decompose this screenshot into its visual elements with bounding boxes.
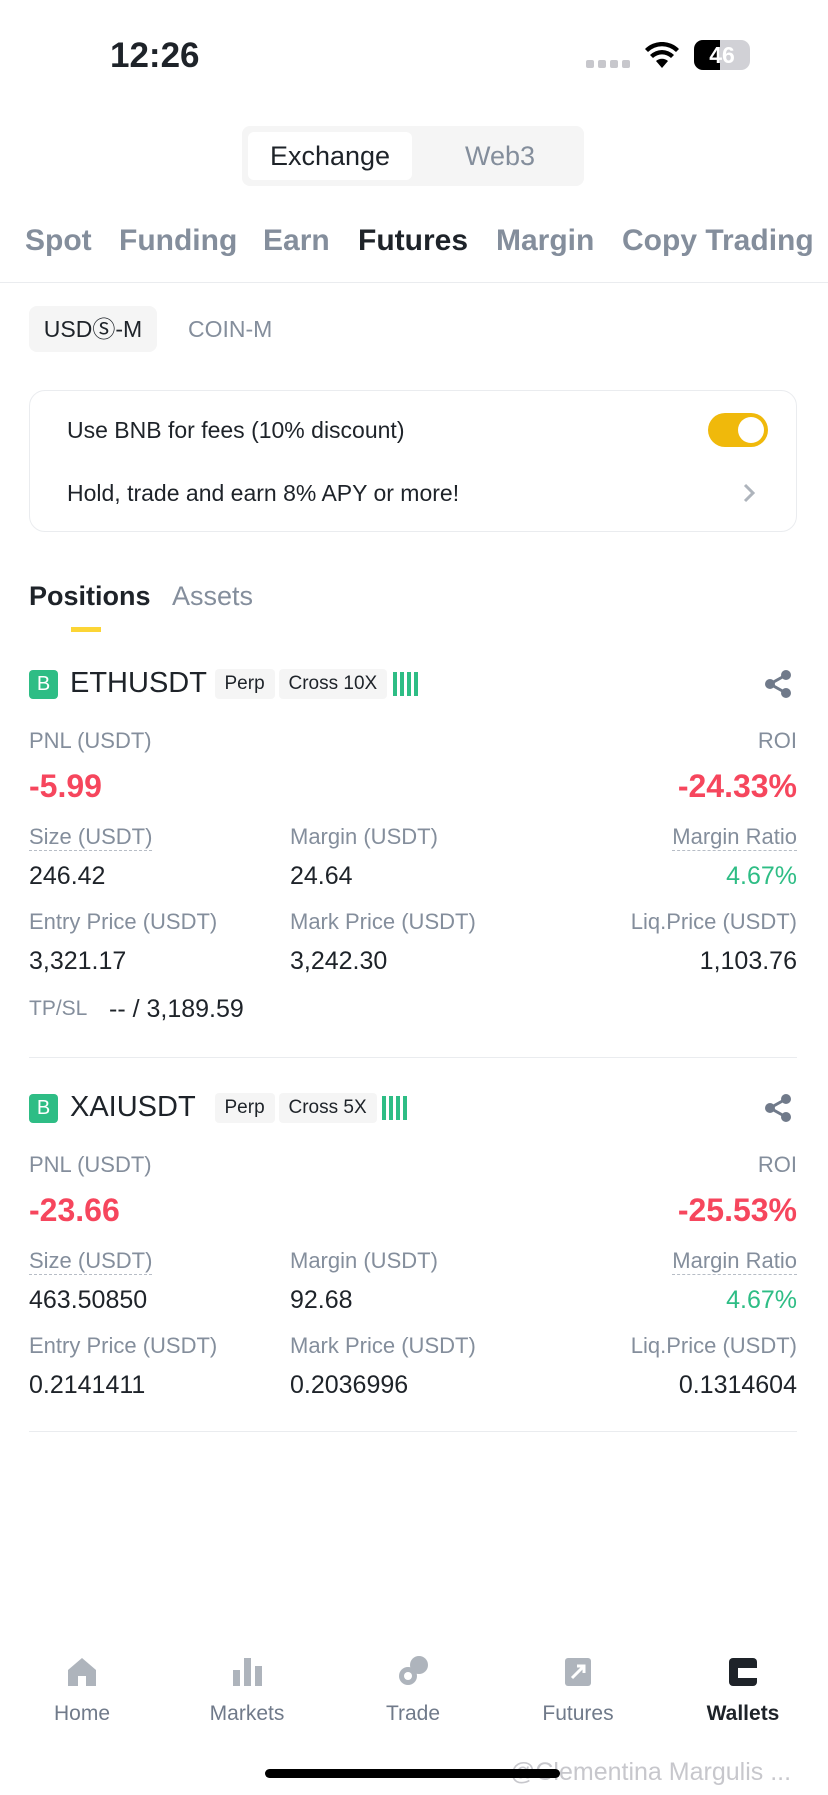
tag: Cross 10X [278,669,388,699]
field-label: Margin (USDT) [290,1248,438,1273]
chevron [742,482,756,508]
field-value: 0.1314604 [678,1371,797,1399]
side-badge: B [29,670,58,699]
field-label: Liq.Price (USDT) [630,1333,797,1358]
field-value: 1,103.76 [699,947,797,975]
roi-value: -25.53% [677,1192,797,1228]
field-label: Margin (USDT) [290,824,438,849]
field-label: Size (USDT) [29,824,153,851]
signal-icon [586,58,630,74]
roi-label: ROI [757,728,797,753]
sub-tab[interactable]: COIN-M [188,316,273,342]
toggle-item[interactable]: Web3 [464,141,536,171]
bnb-fee-label: Use BNB for fees (10% discount) [67,417,405,443]
side-badge: B [29,1094,58,1123]
nav-label[interactable]: Markets [209,1702,285,1725]
field-label: Margin Ratio [672,824,797,851]
field-value: 463.50850 [29,1286,148,1314]
wallet-tab[interactable]: Margin [496,224,595,257]
divider [29,1057,797,1058]
divider [29,1431,797,1432]
sub-tab-active[interactable] [29,306,157,352]
bnb-card [29,390,797,532]
share-icon[interactable] [763,1093,793,1127]
toggle-item[interactable]: Exchange [269,141,391,171]
nav-icon[interactable] [561,1654,595,1692]
wallet-tab[interactable]: Copy Trading [622,224,814,257]
field-value: 92.68 [290,1286,353,1314]
nav-icon[interactable] [230,1654,264,1692]
wallet-tab[interactable]: Funding [119,224,238,257]
bnb-promo[interactable]: Hold, trade and earn 8% APY or more! [67,480,460,506]
adl-indicator [381,1096,408,1124]
share-icon[interactable] [763,669,793,703]
wifi-icon [644,41,680,74]
wallet-tab[interactable]: Earn [263,224,330,257]
nav-label[interactable]: Home [53,1702,111,1725]
field-value: 0.2141411 [29,1371,146,1399]
symbol[interactable]: XAIUSDT [70,1091,196,1123]
roi-label: ROI [757,1152,797,1177]
field-label: Mark Price (USDT) [290,909,476,934]
symbol[interactable]: ETHUSDT [70,667,207,699]
section-tab[interactable]: Positions [29,581,151,611]
field-value: 0.2036996 [290,1371,409,1399]
field-label: Liq.Price (USDT) [630,909,797,934]
sub-tab[interactable]: USDⓈ-M [43,316,143,342]
nav-icon[interactable] [726,1654,760,1692]
pnl-label: PNL (USDT) [29,1152,152,1177]
nav-icon[interactable] [396,1654,430,1692]
tag: Perp [214,1093,275,1123]
nav-label[interactable]: Trade [385,1702,441,1725]
tag: Cross 5X [278,1093,377,1123]
status-time: 12:26 [110,36,200,75]
nav-label[interactable]: Futures [542,1702,614,1725]
field-label: Entry Price (USDT) [29,909,218,934]
field-label: Size (USDT) [29,1248,153,1275]
field-label: Margin Ratio [672,1248,797,1275]
section-tab[interactable]: Assets [172,581,254,611]
toggle-active[interactable] [248,132,412,180]
tag: Perp [214,669,275,699]
battery [694,40,750,70]
tpsl-label: TP/SL [29,997,88,1020]
roi-value: -24.33% [677,768,797,804]
nav-label[interactable]: Wallets [706,1702,780,1725]
field-label: Entry Price (USDT) [29,1333,218,1358]
pnl-value: -5.99 [29,768,102,804]
adl-indicator [392,672,419,700]
tab-indicator [71,627,101,632]
pnl-value: -23.66 [29,1192,120,1228]
nav-icon[interactable] [65,1654,99,1692]
bnb-toggle[interactable] [708,413,768,447]
field-label: Mark Price (USDT) [290,1333,476,1358]
divider [0,282,828,283]
home-indicator [265,1769,560,1778]
field-value: 3,242.30 [290,947,388,975]
field-value: 24.64 [290,862,353,890]
field-value: 3,321.17 [29,947,127,975]
pnl-label: PNL (USDT) [29,728,152,753]
tpsl-value[interactable]: -- / 3,189.59 [109,995,244,1023]
battery-level: 46 [709,42,735,68]
field-value: 4.67% [726,1286,797,1314]
wallet-tab[interactable]: Spot [25,224,92,257]
wallet-tab[interactable]: Futures [358,224,469,257]
field-value: 4.67% [726,862,797,890]
field-value: 246.42 [29,862,106,890]
